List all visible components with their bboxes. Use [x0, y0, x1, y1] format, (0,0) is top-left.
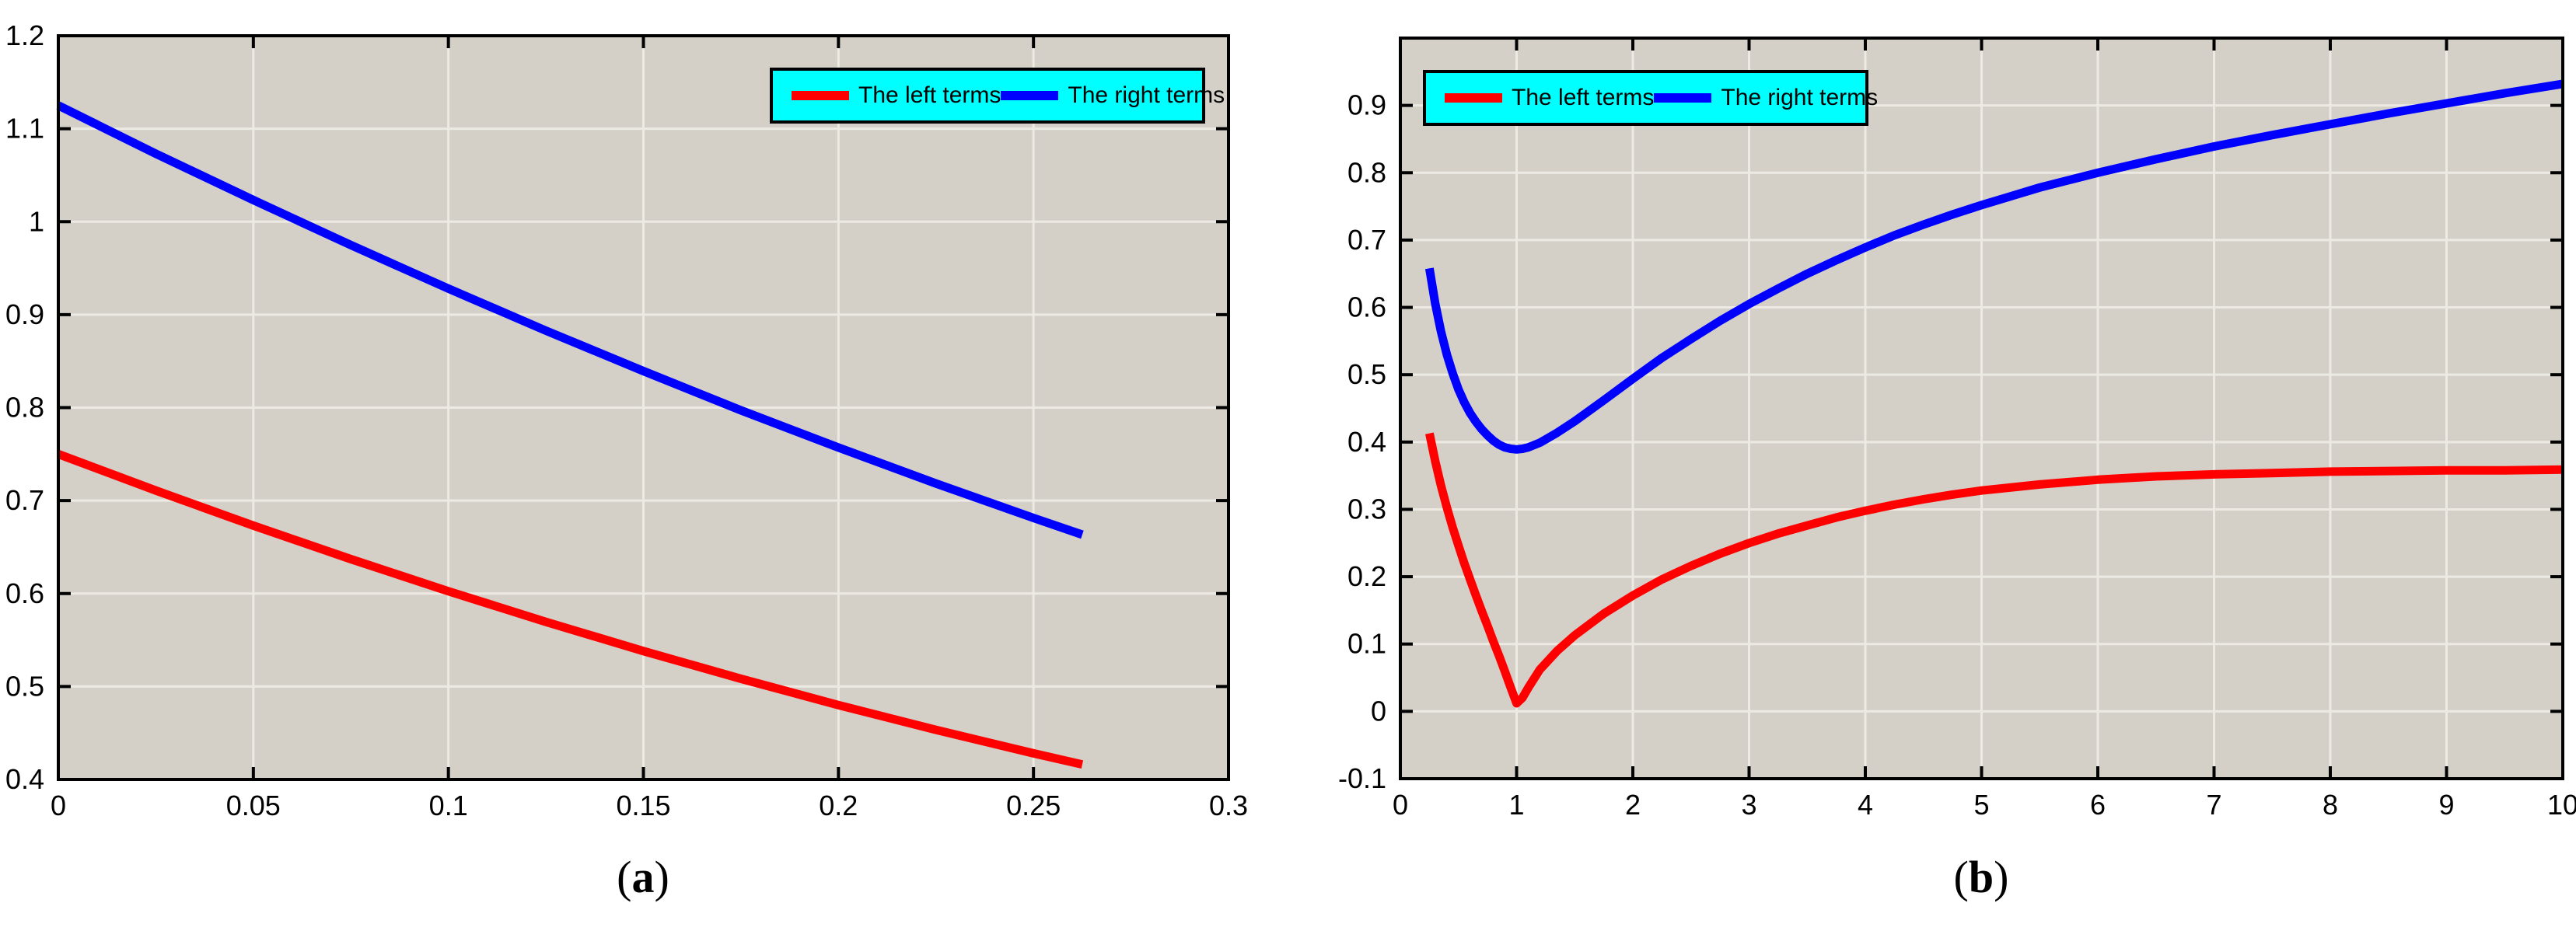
legend-entry-right-terms: The right terms — [1654, 86, 1878, 110]
x-tick-label: 9 — [2438, 789, 2454, 821]
caption-a-open: ( — [617, 852, 632, 902]
x-tick-label: 0 — [1393, 789, 1408, 821]
x-tick-label: 0.2 — [819, 790, 858, 821]
series-line-right-terms — [56, 101, 1084, 539]
legend-box-b: The left terms The right terms — [1423, 70, 1878, 126]
y-tick-label: 0.9 — [5, 298, 44, 330]
legend-line-sample — [1445, 93, 1502, 103]
y-tick-label: 1 — [29, 205, 44, 237]
caption-a: (a) — [488, 851, 799, 903]
y-tick-label: 0.8 — [1347, 156, 1386, 188]
caption-b-letter: b — [1968, 852, 1994, 902]
x-tick-label: 3 — [1741, 789, 1756, 821]
caption-b: (b) — [1826, 851, 2137, 903]
x-tick-label: 0.25 — [1006, 790, 1061, 821]
legend-label: The right terms — [1721, 85, 1879, 110]
y-tick-label: 1.2 — [5, 19, 44, 51]
y-tick-label: 0.5 — [5, 670, 44, 702]
x-tick-label: 7 — [2206, 789, 2221, 821]
caption-b-close: ) — [1994, 852, 2009, 902]
y-tick-label: 0 — [1371, 695, 1386, 727]
y-tick-label: 0.7 — [1347, 224, 1386, 256]
y-tick-label: -0.1 — [1338, 762, 1386, 794]
legend-box-a: The left terms The right terms — [770, 68, 1225, 124]
x-tick-label: 0.3 — [1209, 790, 1248, 821]
y-tick-label: 0.5 — [1347, 358, 1386, 390]
y-tick-label: 0.6 — [5, 577, 44, 609]
legend-label: The left terms — [1512, 85, 1655, 110]
y-tick-label: 0.1 — [1347, 628, 1386, 660]
legend-entry-left-terms: The left terms — [792, 84, 1001, 107]
x-tick-label: 8 — [2323, 789, 2338, 821]
x-tick-label: 6 — [2090, 789, 2106, 821]
y-tick-label: 0.3 — [1347, 493, 1386, 525]
x-tick-label: 0.1 — [429, 790, 468, 821]
legend-line-sample — [1001, 91, 1059, 100]
x-tick-label: 0.15 — [616, 790, 670, 821]
y-tick-label: 0.4 — [5, 763, 44, 795]
caption-b-open: ( — [1953, 852, 1969, 902]
y-tick-label: 0.2 — [1347, 560, 1386, 592]
legend-entry-left-terms: The left terms — [1445, 86, 1654, 110]
legend-entry-right-terms: The right terms — [1001, 84, 1225, 107]
series-line-left-terms — [1425, 432, 2564, 708]
y-tick-label: 0.7 — [5, 484, 44, 516]
caption-a-letter: a — [631, 852, 655, 902]
x-tick-label: 2 — [1625, 789, 1641, 821]
legend-label: The right terms — [1068, 82, 1225, 108]
caption-a-close: ) — [654, 852, 669, 902]
x-tick-label: 4 — [1858, 789, 1873, 821]
y-tick-label: 0.8 — [5, 392, 44, 424]
legend-label: The left terms — [858, 82, 1001, 108]
x-tick-label: 0.05 — [226, 790, 281, 821]
legend-line-sample — [1654, 93, 1712, 103]
x-tick-label: 10 — [2547, 789, 2576, 821]
y-tick-label: 0.9 — [1347, 89, 1386, 121]
y-tick-label: 0.4 — [1347, 426, 1386, 458]
series-line-left-terms — [57, 450, 1084, 769]
y-tick-label: 1.1 — [5, 113, 44, 145]
x-tick-label: 5 — [1973, 789, 1989, 821]
series-line-right-terms — [1424, 79, 2564, 454]
legend-line-sample — [792, 91, 849, 100]
x-tick-label: 0 — [51, 790, 66, 821]
y-tick-label: 0.6 — [1347, 291, 1386, 323]
x-tick-label: 1 — [1508, 789, 1524, 821]
